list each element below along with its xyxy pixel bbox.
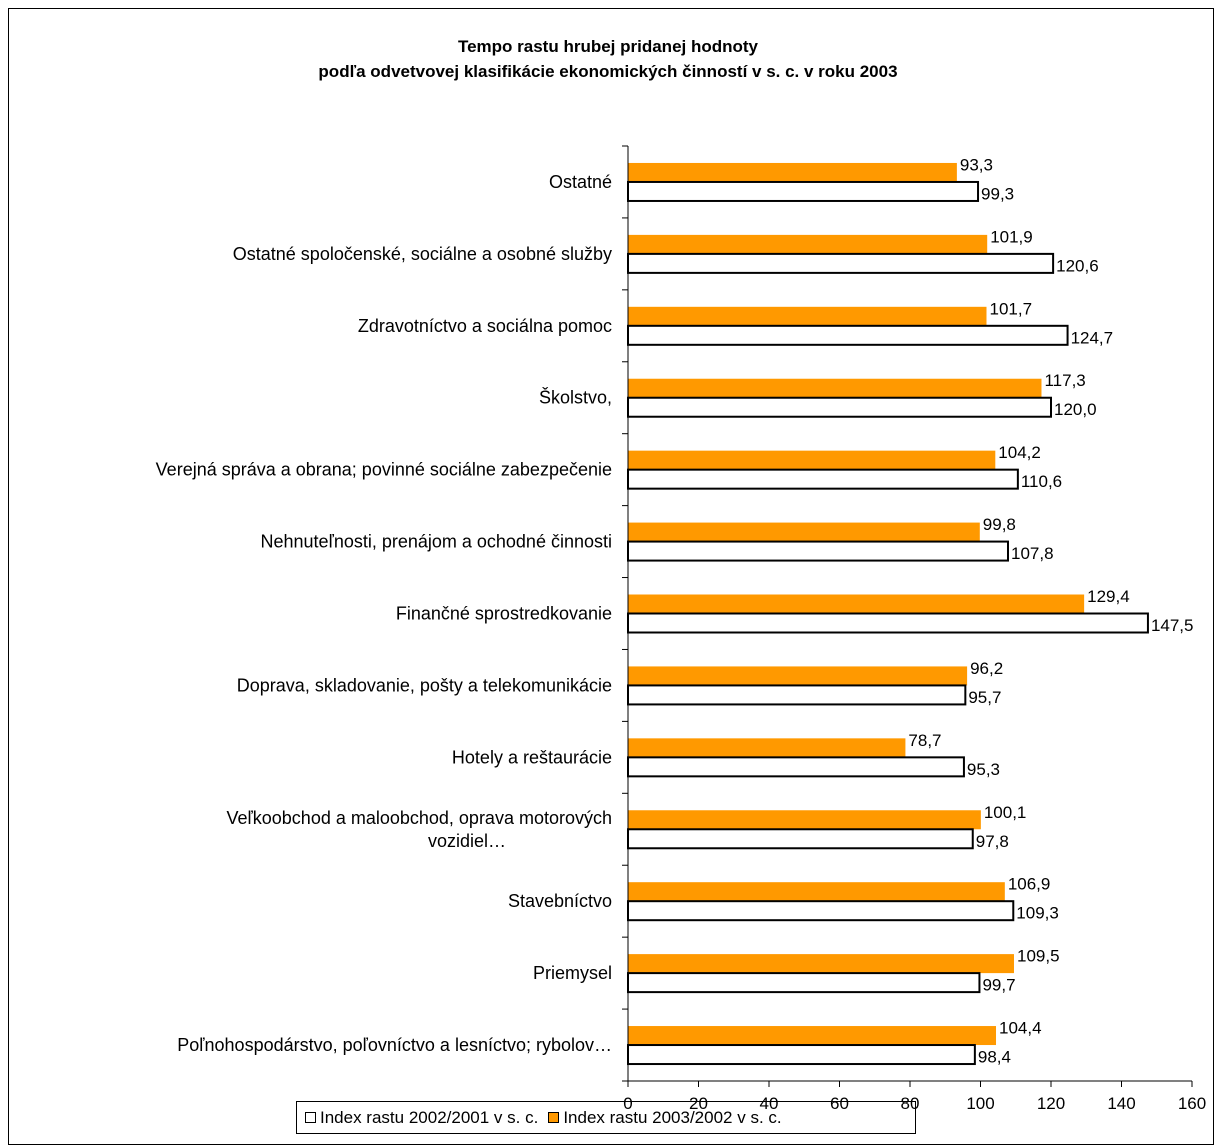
data-label-series-2-4: 117,3 <box>1044 371 1085 390</box>
bar-series-1-1 <box>627 180 980 202</box>
bar-series-1-7 <box>627 612 1149 634</box>
bar-series-2-12 <box>628 954 1014 974</box>
category-label-2: Ostatné spoločenské, sociálne a osobné s… <box>233 244 612 264</box>
bar-series-1-12 <box>627 972 981 994</box>
bar-series-1-3 <box>627 324 1069 346</box>
category-label-9: Hotely a reštaurácie <box>452 747 612 767</box>
x-tick-label-6: 120 <box>1037 1094 1065 1113</box>
chart-legend: Index rastu 2002/2001 v s. c. Index rast… <box>296 1101 916 1134</box>
bar-series-2-7 <box>628 594 1085 614</box>
bar-series-2-3 <box>628 306 987 326</box>
category-label-5: Verejná správa a obrana; povinné sociáln… <box>156 460 612 480</box>
bar-series-2-8 <box>628 666 968 686</box>
bar-series-1-11 <box>627 900 1015 922</box>
bar-series-2-2 <box>628 234 988 254</box>
x-tick-label-8: 160 <box>1178 1094 1206 1113</box>
bar-series-2-1 <box>628 162 957 182</box>
x-tick-label-1: 20 <box>689 1094 708 1113</box>
category-label-11: Stavebníctvo <box>508 891 612 911</box>
x-tick-label-0: 0 <box>623 1094 632 1113</box>
chart-title: Tempo rastu hrubej pridanej hodnoty podľ… <box>0 34 1216 84</box>
data-label-series-2-1: 93,3 <box>960 155 993 174</box>
data-label-series-1-12: 99,7 <box>982 976 1015 995</box>
data-label-series-1-5: 110,6 <box>1021 472 1062 491</box>
data-label-series-1-1: 99,3 <box>981 184 1014 203</box>
data-label-series-2-13: 104,4 <box>999 1019 1042 1038</box>
category-label-8: Doprava, skladovanie, pošty a telekomuni… <box>237 675 612 695</box>
data-label-series-1-9: 95,3 <box>967 760 1000 779</box>
data-label-series-2-8: 96,2 <box>970 659 1003 678</box>
x-tick-label-2: 40 <box>760 1094 779 1113</box>
bar-series-2-10 <box>628 810 981 830</box>
data-label-series-1-6: 107,8 <box>1011 544 1054 563</box>
data-label-series-1-7: 147,5 <box>1151 616 1194 635</box>
data-label-series-2-2: 101,9 <box>990 227 1033 246</box>
bar-series-1-10 <box>627 828 974 850</box>
data-label-series-1-8: 95,7 <box>968 688 1001 707</box>
legend-label-series-2: Index rastu 2003/2002 v s. c. <box>563 1107 782 1127</box>
data-label-series-2-9: 78,7 <box>908 731 941 750</box>
data-label-series-2-10: 100,1 <box>984 803 1027 822</box>
bar-series-2-6 <box>628 522 980 542</box>
bar-series-1-13 <box>627 1044 976 1066</box>
bar-series-2-9 <box>628 738 906 758</box>
bar-series-1-9 <box>627 756 965 778</box>
data-label-series-2-7: 129,4 <box>1087 587 1130 606</box>
data-label-series-2-5: 104,2 <box>998 443 1041 462</box>
legend-label-series-1: Index rastu 2002/2001 v s. c. <box>320 1107 539 1127</box>
chart-frame <box>8 8 1214 1145</box>
x-tick-label-3: 60 <box>830 1094 849 1113</box>
category-label-7: Finančné sprostredkovanie <box>396 604 612 624</box>
category-label-6: Nehnuteľnosti, prenájom a ochodné činnos… <box>261 532 612 552</box>
data-label-series-1-3: 124,7 <box>1071 328 1114 347</box>
category-label-4: Školstvo, <box>539 387 612 408</box>
bar-series-1-5 <box>627 468 1019 490</box>
legend-swatch-series-1 <box>305 1112 316 1123</box>
bar-series-2-4 <box>628 378 1042 398</box>
bar-series-2-11 <box>628 882 1005 902</box>
data-label-series-1-4: 120,0 <box>1054 400 1097 419</box>
data-label-series-1-11: 109,3 <box>1016 904 1059 923</box>
category-label-1: Ostatné <box>549 172 612 192</box>
data-label-series-2-11: 106,9 <box>1008 875 1051 894</box>
category-label-12: Priemysel <box>533 963 612 983</box>
data-label-series-2-6: 99,8 <box>983 515 1016 534</box>
data-label-series-1-13: 98,4 <box>978 1048 1011 1067</box>
category-label-3: Zdravotníctvo a sociálna pomoc <box>358 316 612 336</box>
x-tick-label-7: 140 <box>1107 1094 1135 1113</box>
data-label-series-2-3: 101,7 <box>989 299 1032 318</box>
legend-item-series-2: Index rastu 2003/2002 v s. c. <box>548 1107 782 1128</box>
chart-title-line-1: Tempo rastu hrubej pridanej hodnoty <box>457 37 759 56</box>
category-label-13: Poľnohospodárstvo, poľovníctvo a lesníct… <box>177 1035 612 1055</box>
legend-item-series-1: Index rastu 2002/2001 v s. c. <box>305 1108 538 1128</box>
bar-series-1-8 <box>627 684 967 706</box>
x-tick-label-5: 100 <box>966 1094 994 1113</box>
data-label-series-1-2: 120,6 <box>1056 256 1099 275</box>
data-label-series-2-12: 109,5 <box>1017 947 1060 966</box>
x-tick-label-4: 80 <box>901 1094 920 1113</box>
bar-series-2-5 <box>628 450 996 470</box>
bar-series-1-6 <box>627 540 1009 562</box>
bar-series-2-13 <box>628 1026 997 1046</box>
chart-title-line-2: podľa odvetvovej klasifikácie ekonomický… <box>318 62 898 81</box>
legend-swatch-series-2 <box>548 1112 560 1123</box>
bar-series-1-4 <box>627 396 1052 418</box>
data-label-series-1-10: 97,8 <box>976 832 1009 851</box>
category-label-10: Veľkoobchod a maloobchod, oprava motorov… <box>227 808 613 851</box>
bar-series-1-2 <box>627 252 1055 274</box>
